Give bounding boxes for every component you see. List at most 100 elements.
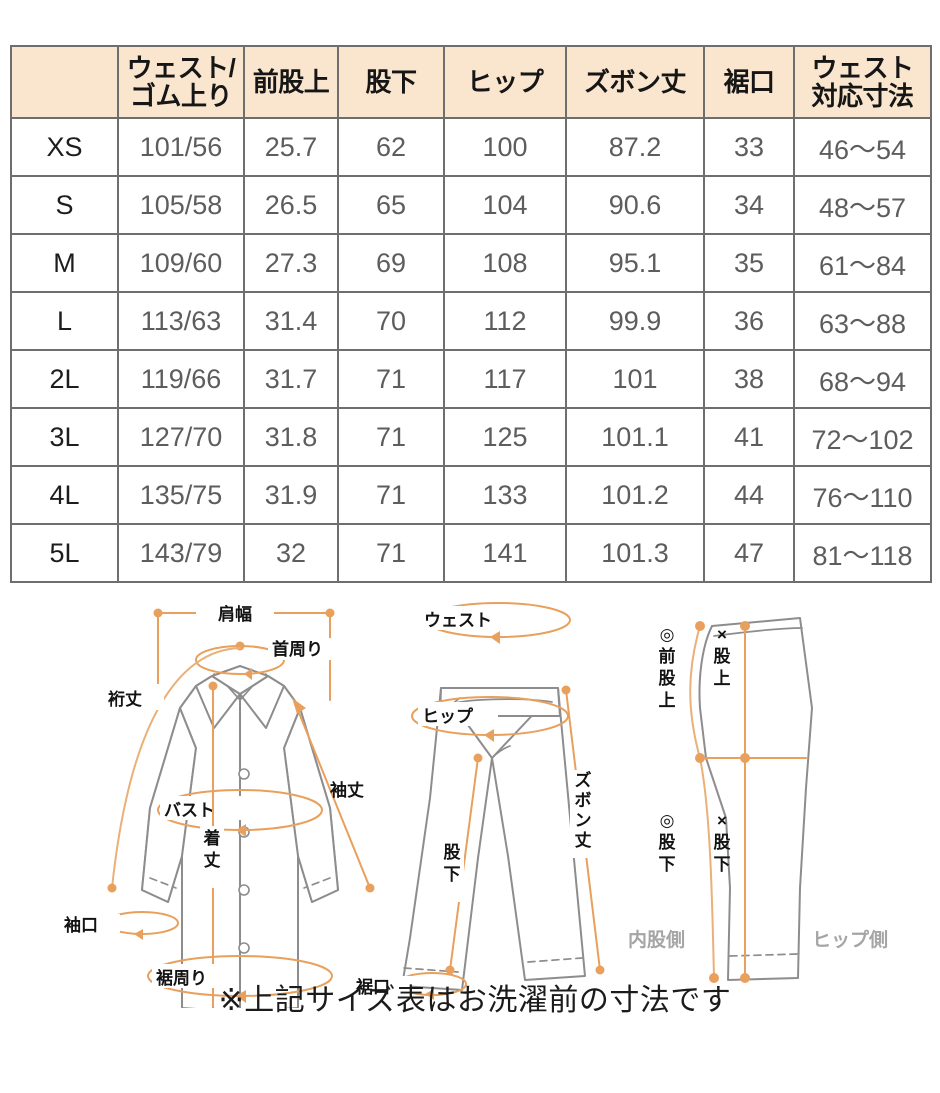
cell-hip: 125	[443, 407, 567, 467]
jacket-neck-label: 首周り	[272, 639, 323, 659]
cell-waist-fit: 72〜102	[793, 407, 932, 467]
cell-waist-gom: 143/79	[117, 523, 245, 583]
leg-correct-front-rise-char3: 上	[659, 691, 676, 710]
jacket-cuff-label: 袖口	[64, 915, 98, 935]
cell-pants-length: 101.1	[565, 407, 705, 467]
header-line: ヒップ	[466, 66, 544, 97]
pants-length-label-char1: ズ	[575, 770, 592, 790]
leg-correct-front-rise-mark: ◎	[660, 625, 675, 644]
jacket-bust-label: バスト	[164, 801, 215, 820]
cell-inseam: 70	[337, 291, 445, 351]
pants-hip-label: ヒップ	[422, 706, 474, 726]
measurement-diagrams: .g-out { fill:#ffffff; stroke:#8d8d8d; s…	[0, 588, 940, 1008]
header-line: ズボン丈	[583, 66, 687, 97]
cell-front-rise: 31.8	[243, 407, 339, 467]
table-row: 3L 127/70 31.8 71 125 101.1 41 72〜102	[10, 407, 932, 467]
cell-waist-fit: 76〜110	[793, 465, 932, 525]
leg-hip-side-label: ヒップ側	[812, 928, 888, 951]
jacket-body-length-label-char2: 丈	[204, 851, 221, 870]
header-line: 股下	[365, 66, 417, 97]
cell-waist-fit: 61〜84	[793, 233, 932, 293]
table-row: L 113/63 31.4 70 112 99.9 36 63〜88	[10, 291, 932, 351]
cell-hem-opening: 41	[703, 407, 795, 467]
cell-waist-gom: 135/75	[117, 465, 245, 525]
table-header-row: ウェスト/ ゴム上り 前股上 股下 ヒップ ズボン丈 裾口	[10, 45, 932, 119]
jacket-body-length-label-char1: 着	[203, 828, 221, 848]
leg-correct-front-rise-char2: 股	[659, 669, 676, 688]
cell-hem-opening: 47	[703, 523, 795, 583]
cell-waist-gom: 113/63	[117, 291, 245, 351]
header-line: ウェスト	[811, 52, 914, 83]
cell-size: 2L	[10, 349, 119, 409]
cell-waist-fit: 46〜54	[793, 117, 932, 177]
cell-front-rise: 32	[243, 523, 339, 583]
jacket-shoulder-width-label: 肩幅	[218, 604, 252, 624]
table-row: XS 101/56 25.7 62 100 87.2 33 46〜54	[10, 117, 932, 177]
pants-inseam-label-char1: 股	[444, 843, 461, 862]
cell-size: 3L	[10, 407, 119, 467]
cell-inseam: 69	[337, 233, 445, 293]
cell-front-rise: 26.5	[243, 175, 339, 235]
cell-waist-fit: 81〜118	[793, 523, 932, 583]
jacket-sleeve-length-label: 袖丈	[330, 780, 364, 800]
cell-hem-opening: 35	[703, 233, 795, 293]
leg-wrong-rise-char2: 上	[714, 669, 731, 688]
cell-pants-length: 101.2	[565, 465, 705, 525]
cell-size: L	[10, 291, 119, 351]
header-cell-front-rise: 前股上	[243, 45, 339, 119]
leg-wrong-inseam-char2: 下	[714, 855, 731, 874]
jacket-diagram: 肩幅 首周り 裄丈 バスト 袖丈 着 丈 袖口	[62, 601, 375, 1008]
cell-inseam: 62	[337, 117, 445, 177]
leg-wrong-inseam-mark: ×	[717, 811, 727, 830]
table-row: 2L 119/66 31.7 71 117 101 38 68〜94	[10, 349, 932, 409]
table-row: 5L 143/79 32 71 141 101.3 47 81〜118	[10, 523, 932, 583]
leg-pattern-diagram: ◎ 前 股 上 × 股 上 ◎ 股 下 × 股 下 内股側 ヒップ側	[628, 617, 888, 983]
table-header: ウェスト/ ゴム上り 前股上 股下 ヒップ ズボン丈 裾口	[10, 45, 932, 119]
leg-wrong-rise-char1: 股	[714, 647, 731, 666]
pants-inseam-label-char2: 下	[444, 865, 461, 884]
table-row: S 105/58 26.5 65 104 90.6 34 48〜57	[10, 175, 932, 235]
leg-correct-inseam-char2: 下	[659, 855, 676, 874]
cell-inseam: 71	[337, 523, 445, 583]
cell-size: S	[10, 175, 119, 235]
cell-front-rise: 31.9	[243, 465, 339, 525]
cell-hem-opening: 38	[703, 349, 795, 409]
header-cell-waist-gom: ウェスト/ ゴム上り	[117, 45, 245, 119]
header-line: 対応寸法	[811, 81, 914, 111]
header-cell-pants-length: ズボン丈	[565, 45, 705, 119]
header-line: 裾口	[723, 66, 775, 97]
jacket-sleeve-from-center-label: 裄丈	[107, 690, 142, 709]
leg-inner-thigh-side-label: 内股側	[628, 928, 685, 951]
pants-length-label-char3: ン	[575, 811, 592, 830]
cell-hip: 117	[443, 349, 567, 409]
cell-hem-opening: 34	[703, 175, 795, 235]
pants-diagram: ウェスト ヒップ 股 下 ズ ボ ン 丈 裾口	[354, 602, 605, 1000]
cell-waist-gom: 101/56	[117, 117, 245, 177]
header-cell-size	[10, 45, 119, 119]
cell-front-rise: 31.7	[243, 349, 339, 409]
size-chart-table: ウェスト/ ゴム上り 前股上 股下 ヒップ ズボン丈 裾口	[10, 45, 932, 583]
header-cell-waist-fit: ウェスト 対応寸法	[793, 45, 932, 119]
header-cell-hem-opening: 裾口	[703, 45, 795, 119]
cell-waist-gom: 119/66	[117, 349, 245, 409]
washing-note-text: ※上記サイズ表はお洗濯前の寸法です	[218, 984, 732, 1017]
cell-waist-fit: 68〜94	[793, 349, 932, 409]
leg-wrong-rise-mark: ×	[717, 625, 727, 644]
cell-inseam: 71	[337, 349, 445, 409]
cell-waist-gom: 109/60	[117, 233, 245, 293]
pants-length-label-char2: ボ	[575, 791, 592, 810]
cell-size: XS	[10, 117, 119, 177]
cell-hip: 141	[443, 523, 567, 583]
cell-front-rise: 27.3	[243, 233, 339, 293]
pants-waist-label: ウェスト	[424, 611, 492, 630]
jacket-hem-circumference-label: 裾周り	[156, 968, 207, 988]
cell-hip: 133	[443, 465, 567, 525]
header-cell-inseam: 股下	[337, 45, 445, 119]
leg-correct-inseam-mark: ◎	[660, 811, 675, 830]
cell-hip: 112	[443, 291, 567, 351]
cell-size: 5L	[10, 523, 119, 583]
header-line: 前股上	[252, 66, 330, 97]
cell-hip: 104	[443, 175, 567, 235]
cell-pants-length: 95.1	[565, 233, 705, 293]
cell-waist-fit: 63〜88	[793, 291, 932, 351]
